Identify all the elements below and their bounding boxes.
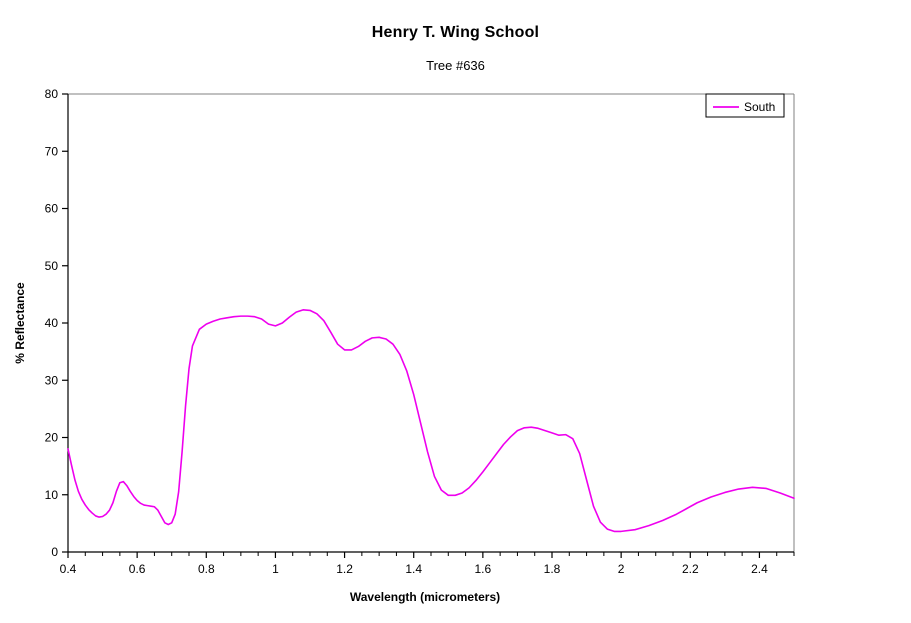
series-lines	[67, 309, 795, 533]
x-axis-ticks: 0.4 0.6 0.8 1 1.2 1.4 1.6 1.8 2 2.2 2.4	[60, 552, 768, 576]
chart-subtitle: Tree #636	[426, 58, 485, 73]
y-axis-title: % Reflectance	[13, 282, 27, 364]
x-axis-title: Wavelength (micrometers)	[350, 590, 500, 604]
y-tick-label: 80	[45, 87, 59, 101]
x-tick-label: 1.4	[405, 562, 422, 576]
x-tick-label: 1.8	[544, 562, 561, 576]
x-tick-label: 2	[618, 562, 625, 576]
x-tick-label: 2.4	[751, 562, 768, 576]
y-axis-ticks: 0 10 20 30 40 50 60 70 80	[45, 87, 68, 559]
page-title: Henry T. Wing School	[371, 24, 540, 41]
series-line-south	[67, 309, 795, 533]
x-tick-label: 2.2	[682, 562, 699, 576]
y-tick-label: 60	[45, 202, 59, 216]
x-tick-label: 0.4	[60, 562, 77, 576]
legend-label-south: South	[744, 100, 775, 114]
x-axis-minor-ticks	[84, 552, 795, 556]
legend-box	[705, 93, 785, 118]
x-tick-label: 0.8	[198, 562, 215, 576]
plot-frame	[67, 93, 795, 553]
x-tick-label: 1.6	[475, 562, 492, 576]
y-tick-label: 30	[45, 373, 59, 387]
x-tick-label: 1.2	[336, 562, 353, 576]
y-tick-label: 50	[45, 259, 59, 273]
x-tick-label: 1	[272, 562, 279, 576]
y-tick-label: 10	[45, 488, 59, 502]
y-tick-label: 20	[45, 431, 59, 445]
chart-legend[interactable]: South	[705, 93, 785, 118]
y-tick-label: 0	[51, 545, 58, 559]
x-tick-label: 0.6	[129, 562, 146, 576]
y-tick-label: 40	[45, 316, 59, 330]
y-tick-label: 70	[45, 144, 59, 158]
